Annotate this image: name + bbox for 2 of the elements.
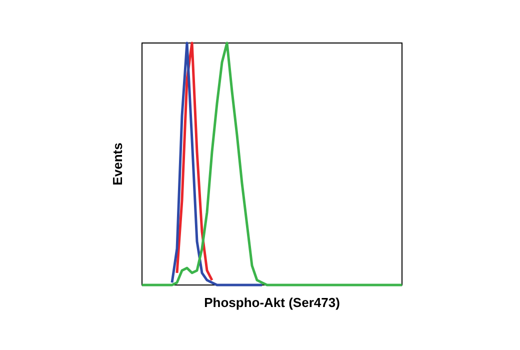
y-axis-title: Events xyxy=(110,142,125,186)
x-axis-title: Phospho-Akt (Ser473) xyxy=(204,295,340,310)
